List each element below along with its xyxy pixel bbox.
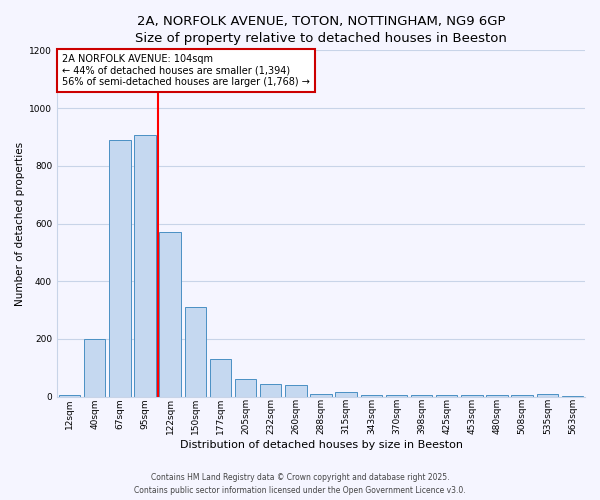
Bar: [335, 392, 357, 396]
Bar: [361, 395, 382, 396]
Bar: [411, 395, 432, 396]
Bar: [160, 232, 181, 396]
X-axis label: Distribution of detached houses by size in Beeston: Distribution of detached houses by size …: [179, 440, 463, 450]
Bar: [487, 395, 508, 396]
Bar: [536, 394, 558, 396]
Bar: [285, 385, 307, 396]
Bar: [210, 359, 231, 397]
Bar: [260, 384, 281, 396]
Bar: [310, 394, 332, 396]
Text: 2A NORFOLK AVENUE: 104sqm
← 44% of detached houses are smaller (1,394)
56% of se: 2A NORFOLK AVENUE: 104sqm ← 44% of detac…: [62, 54, 310, 87]
Bar: [461, 395, 482, 396]
Bar: [109, 140, 131, 396]
Bar: [436, 395, 457, 396]
Text: Contains HM Land Registry data © Crown copyright and database right 2025.
Contai: Contains HM Land Registry data © Crown c…: [134, 474, 466, 495]
Title: 2A, NORFOLK AVENUE, TOTON, NOTTINGHAM, NG9 6GP
Size of property relative to deta: 2A, NORFOLK AVENUE, TOTON, NOTTINGHAM, N…: [135, 15, 507, 45]
Bar: [59, 395, 80, 396]
Bar: [235, 380, 256, 396]
Bar: [386, 395, 407, 396]
Bar: [185, 307, 206, 396]
Y-axis label: Number of detached properties: Number of detached properties: [15, 142, 25, 306]
Bar: [84, 339, 106, 396]
Bar: [511, 395, 533, 396]
Bar: [134, 136, 156, 396]
